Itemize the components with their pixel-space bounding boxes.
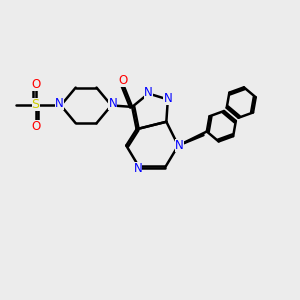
- Text: S: S: [32, 98, 40, 111]
- Text: N: N: [164, 92, 172, 105]
- Text: N: N: [109, 98, 117, 110]
- Text: O: O: [31, 120, 40, 133]
- Text: O: O: [118, 74, 128, 87]
- Text: N: N: [175, 139, 184, 152]
- Text: N: N: [134, 162, 142, 175]
- Text: N: N: [144, 86, 153, 99]
- Text: O: O: [31, 78, 40, 91]
- Text: N: N: [55, 98, 64, 110]
